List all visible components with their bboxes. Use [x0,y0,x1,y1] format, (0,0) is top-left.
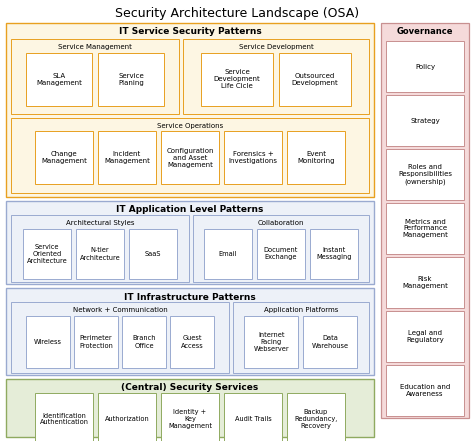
Text: Change
Management: Change Management [41,151,87,164]
Text: Identity +
Key
Management: Identity + Key Management [168,409,212,429]
FancyBboxPatch shape [233,302,369,373]
FancyBboxPatch shape [245,316,299,368]
Text: Network + Communication: Network + Communication [73,307,167,313]
FancyBboxPatch shape [279,53,351,106]
FancyBboxPatch shape [11,118,369,193]
Text: Internet
Facing
Webserver: Internet Facing Webserver [254,332,289,352]
FancyBboxPatch shape [98,393,156,441]
FancyBboxPatch shape [6,379,374,437]
FancyBboxPatch shape [26,316,70,368]
Text: Service
Oriented
Architecture: Service Oriented Architecture [27,244,67,264]
Text: Backup
Redundancy,
Recovery: Backup Redundancy, Recovery [294,409,337,429]
FancyBboxPatch shape [386,257,464,308]
Text: Branch
Office: Branch Office [132,336,156,348]
Text: Metrics and
Performance
Management: Metrics and Performance Management [402,218,448,239]
Text: Education and
Awareness: Education and Awareness [400,384,450,397]
FancyBboxPatch shape [76,229,124,279]
FancyBboxPatch shape [386,311,464,362]
Text: IT Application Level Patterns: IT Application Level Patterns [116,206,264,214]
FancyBboxPatch shape [129,229,177,279]
Text: Event
Monitoring: Event Monitoring [297,151,335,164]
FancyBboxPatch shape [381,23,469,418]
FancyBboxPatch shape [23,229,71,279]
Text: Email: Email [219,251,237,257]
Text: Service Management: Service Management [58,44,132,50]
Text: Strategy: Strategy [410,117,440,123]
FancyBboxPatch shape [11,215,189,282]
FancyBboxPatch shape [161,131,219,184]
Text: Authorization: Authorization [105,416,149,422]
Text: Forensics +
Investigations: Forensics + Investigations [228,151,277,164]
FancyBboxPatch shape [35,393,93,441]
Text: Identification
Authentication: Identification Authentication [39,412,89,426]
FancyBboxPatch shape [287,393,345,441]
FancyBboxPatch shape [11,302,229,373]
FancyBboxPatch shape [303,316,357,368]
FancyBboxPatch shape [386,365,464,416]
FancyBboxPatch shape [6,23,374,197]
FancyBboxPatch shape [287,131,345,184]
Text: N-tier
Architecture: N-tier Architecture [80,247,120,261]
FancyBboxPatch shape [310,229,358,279]
FancyBboxPatch shape [122,316,166,368]
Text: Service Operations: Service Operations [157,123,223,129]
Text: Security Architecture Landscape (OSA): Security Architecture Landscape (OSA) [115,7,359,20]
FancyBboxPatch shape [201,53,273,106]
FancyBboxPatch shape [386,41,464,92]
Text: Collaboration: Collaboration [258,220,304,226]
Text: SaaS: SaaS [145,251,161,257]
Text: Configuration
and Asset
Management: Configuration and Asset Management [166,147,214,168]
FancyBboxPatch shape [204,229,252,279]
FancyBboxPatch shape [386,149,464,200]
Text: Service
Development
Life Cicle: Service Development Life Cicle [214,70,260,90]
Text: SLA
Management: SLA Management [36,73,82,86]
FancyBboxPatch shape [161,393,219,441]
Text: Guest
Access: Guest Access [181,336,203,348]
Text: Legal and
Regulatory: Legal and Regulatory [406,330,444,343]
Text: Service
Planing: Service Planing [118,73,144,86]
Text: Roles and
Responsibilities
(ownership): Roles and Responsibilities (ownership) [398,164,452,185]
Text: IT Infrastructure Patterns: IT Infrastructure Patterns [124,292,256,302]
FancyBboxPatch shape [26,53,92,106]
Text: Document
Exchange: Document Exchange [264,247,298,261]
Text: Data
Warehouse: Data Warehouse [312,336,349,348]
Text: (Central) Security Services: (Central) Security Services [121,384,259,392]
FancyBboxPatch shape [11,39,179,114]
FancyBboxPatch shape [6,288,374,375]
FancyBboxPatch shape [6,201,374,284]
Text: IT Service Security Patterns: IT Service Security Patterns [118,27,261,37]
FancyBboxPatch shape [170,316,214,368]
FancyBboxPatch shape [386,203,464,254]
FancyBboxPatch shape [193,215,369,282]
FancyBboxPatch shape [183,39,369,114]
FancyBboxPatch shape [98,53,164,106]
Text: Instant
Messaging: Instant Messaging [316,247,352,261]
Text: Application Platforms: Application Platforms [264,307,338,313]
FancyBboxPatch shape [386,95,464,146]
Text: Audit Trails: Audit Trails [235,416,272,422]
Text: Perimeter
Protection: Perimeter Protection [79,336,113,348]
Text: Wireless: Wireless [34,339,62,345]
FancyBboxPatch shape [74,316,118,368]
Text: Outsourced
Development: Outsourced Development [292,73,338,86]
FancyBboxPatch shape [257,229,305,279]
Text: Risk
Management: Risk Management [402,276,448,289]
FancyBboxPatch shape [224,131,282,184]
FancyBboxPatch shape [224,393,282,441]
Text: Architectural Styles: Architectural Styles [66,220,134,226]
FancyBboxPatch shape [98,131,156,184]
Text: Incident
Management: Incident Management [104,151,150,164]
Text: Governance: Governance [397,27,453,37]
Text: Service Development: Service Development [238,44,313,50]
Text: Policy: Policy [415,64,435,70]
FancyBboxPatch shape [35,131,93,184]
